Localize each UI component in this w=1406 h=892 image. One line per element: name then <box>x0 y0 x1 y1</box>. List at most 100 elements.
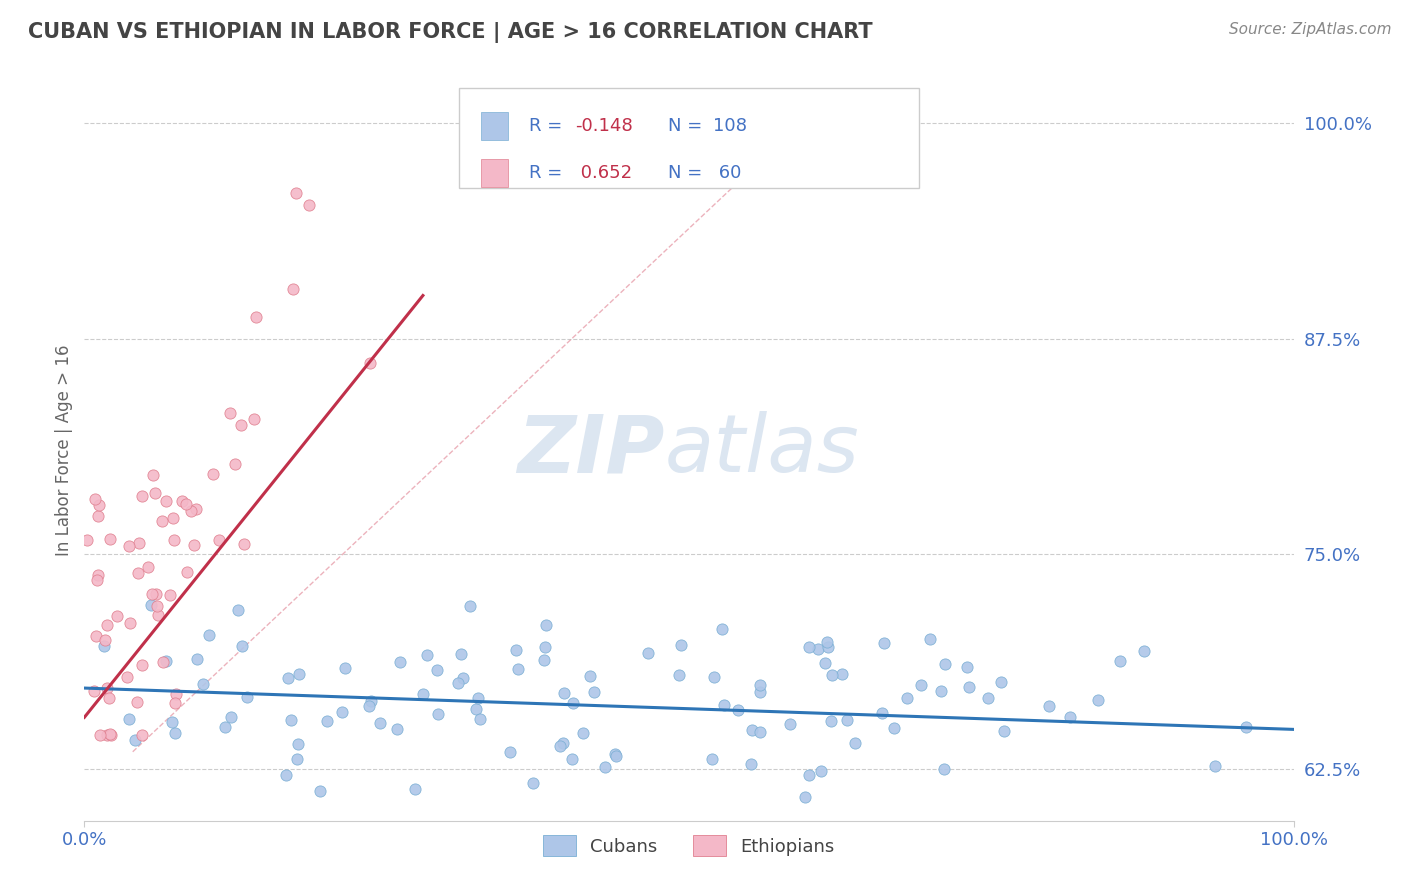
Point <box>160 714 183 729</box>
Text: R =: R = <box>529 163 568 182</box>
Point <box>165 687 187 701</box>
Point <box>98 726 121 740</box>
Point <box>214 721 236 735</box>
Point <box>357 698 380 713</box>
Point <box>131 490 153 504</box>
Legend: Cubans, Ethiopians: Cubans, Ethiopians <box>536 828 842 863</box>
Text: atlas: atlas <box>665 411 859 490</box>
Point <box>508 662 530 676</box>
Point <box>1132 644 1154 658</box>
Point <box>118 615 141 630</box>
Text: N =: N = <box>668 117 709 135</box>
Text: -0.148: -0.148 <box>575 117 633 135</box>
Point <box>534 618 557 632</box>
Point <box>404 781 426 796</box>
Point <box>176 565 198 579</box>
Point <box>138 560 160 574</box>
FancyBboxPatch shape <box>481 112 508 140</box>
Point <box>815 635 838 649</box>
FancyBboxPatch shape <box>460 87 918 187</box>
Point <box>579 668 602 682</box>
Point <box>713 698 735 713</box>
Point <box>224 457 246 471</box>
Point <box>280 713 302 727</box>
Point <box>107 609 129 624</box>
Point <box>553 686 575 700</box>
Point <box>97 690 120 705</box>
Point <box>118 713 141 727</box>
Point <box>749 685 772 699</box>
Point <box>467 691 489 706</box>
Point <box>1038 698 1060 713</box>
Point <box>124 733 146 747</box>
Point <box>76 533 98 547</box>
Point <box>131 727 153 741</box>
Point <box>453 671 475 685</box>
Point <box>797 768 820 782</box>
Point <box>84 492 107 507</box>
Point <box>955 660 977 674</box>
Point <box>593 760 616 774</box>
Point <box>388 655 411 669</box>
Point <box>637 646 659 660</box>
Point <box>298 197 321 211</box>
Point <box>1087 692 1109 706</box>
Point <box>1204 759 1226 773</box>
Point <box>793 789 815 804</box>
Point <box>748 678 770 692</box>
Point <box>359 356 381 370</box>
Point <box>748 724 770 739</box>
Point <box>148 607 170 622</box>
Point <box>740 757 762 772</box>
FancyBboxPatch shape <box>481 159 508 186</box>
Point <box>533 653 555 667</box>
Point <box>145 599 167 613</box>
Point <box>918 632 941 646</box>
Point <box>534 640 557 654</box>
Point <box>605 747 627 761</box>
Y-axis label: In Labor Force | Age > 16: In Labor Force | Age > 16 <box>55 344 73 557</box>
Point <box>207 533 229 548</box>
Point <box>820 714 842 728</box>
Point <box>741 723 763 737</box>
Point <box>86 573 108 587</box>
Point <box>115 670 138 684</box>
Point <box>561 696 583 710</box>
Point <box>145 587 167 601</box>
Point <box>814 656 837 670</box>
Point <box>125 696 148 710</box>
Point <box>197 628 219 642</box>
Point <box>330 705 353 719</box>
Point <box>100 727 122 741</box>
Point <box>844 736 866 750</box>
Point <box>571 726 593 740</box>
Point <box>285 751 308 765</box>
Point <box>242 412 264 426</box>
Point <box>505 643 527 657</box>
Point <box>89 727 111 741</box>
Point <box>277 671 299 685</box>
Point <box>727 703 749 717</box>
Point <box>93 639 115 653</box>
Point <box>193 676 215 690</box>
Point <box>561 752 583 766</box>
Point <box>583 685 606 699</box>
Point <box>810 764 832 778</box>
Text: 60: 60 <box>713 163 741 182</box>
Point <box>83 684 105 698</box>
Point <box>426 707 449 722</box>
Point <box>87 508 110 523</box>
Point <box>245 310 267 325</box>
Point <box>883 722 905 736</box>
Text: 0.652: 0.652 <box>575 163 633 182</box>
Point <box>910 678 932 692</box>
Text: ZIP: ZIP <box>517 411 665 490</box>
Point <box>172 494 194 508</box>
Point <box>221 710 243 724</box>
Point <box>1059 710 1081 724</box>
Point <box>360 694 382 708</box>
Point <box>1109 654 1132 668</box>
Point <box>957 680 980 694</box>
Point <box>799 640 821 654</box>
Point <box>415 648 437 662</box>
